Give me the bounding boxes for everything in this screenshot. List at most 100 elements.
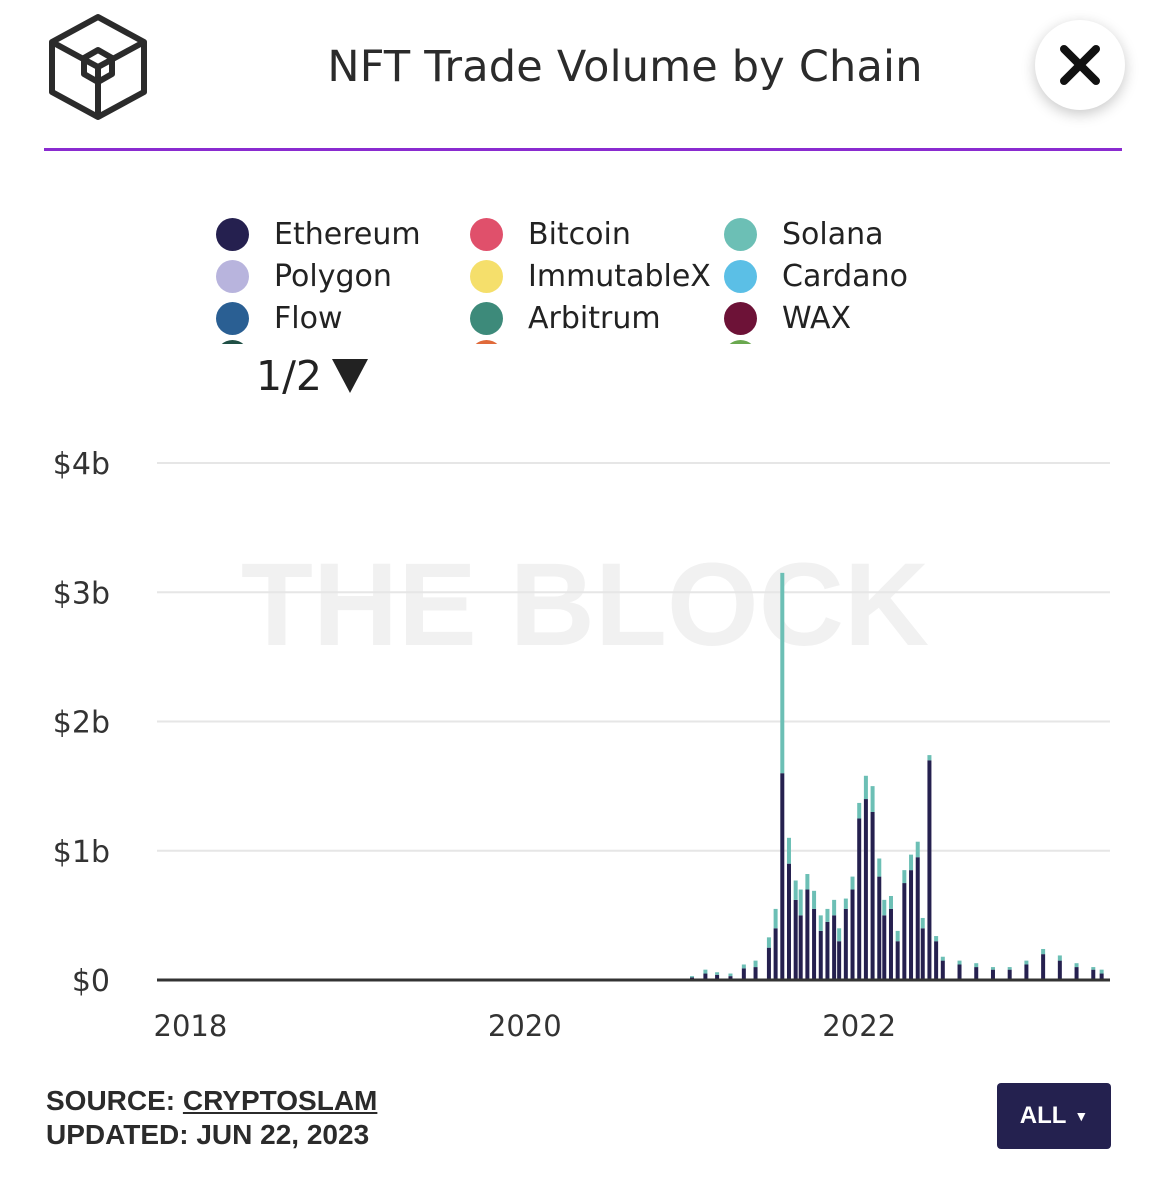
legend-dot-icon bbox=[724, 259, 757, 293]
bar-ethereum bbox=[882, 915, 887, 980]
triangle-down-icon bbox=[331, 359, 368, 393]
bar-ethereum bbox=[715, 974, 720, 980]
bar-ethereum bbox=[837, 941, 842, 980]
bar-others bbox=[843, 898, 848, 909]
bar-others bbox=[786, 837, 791, 864]
x-tick-label: 2022 bbox=[822, 1009, 896, 1043]
bar-ethereum bbox=[990, 969, 995, 980]
bar-others bbox=[1091, 967, 1096, 970]
legend-item-cardano[interactable]: Cardano bbox=[724, 256, 908, 296]
x-tick-label: 2018 bbox=[154, 1009, 228, 1043]
bar-others bbox=[825, 908, 830, 922]
bar-ethereum bbox=[857, 818, 862, 980]
y-tick-label: $0 bbox=[72, 964, 110, 999]
bar-ethereum bbox=[1091, 969, 1096, 980]
volume-chart: THE BLOCK $4b $3b $2b $1b $0 2018 2020 2022 bbox=[53, 447, 1110, 1043]
legend-item-ethereum[interactable]: Ethereum bbox=[216, 214, 421, 254]
legend-page-indicator: 1/2 bbox=[256, 352, 322, 400]
bar-others bbox=[753, 960, 758, 968]
header-divider bbox=[44, 148, 1122, 151]
bar-others bbox=[1074, 963, 1079, 968]
legend-dot-icon bbox=[470, 217, 503, 251]
close-icon bbox=[1060, 45, 1100, 85]
legend-label: Polygon bbox=[274, 258, 392, 294]
legend-label: Bitcoin bbox=[528, 216, 631, 252]
bar-ethereum bbox=[805, 889, 810, 980]
bar-others bbox=[1057, 955, 1062, 961]
bar-others bbox=[690, 976, 695, 978]
legend-item-flow[interactable]: Flow bbox=[216, 298, 342, 338]
y-tick-label: $2b bbox=[53, 706, 110, 741]
bar-ethereum bbox=[1024, 964, 1029, 980]
bar-ethereum bbox=[850, 889, 855, 980]
source-link[interactable]: CRYPTOSLAM bbox=[182, 1085, 378, 1116]
bar-ethereum bbox=[870, 811, 875, 980]
bar-ethereum bbox=[1074, 967, 1079, 980]
bar-ethereum bbox=[786, 863, 791, 980]
y-tick-label: $4b bbox=[53, 447, 110, 482]
bar-others bbox=[990, 967, 995, 970]
bar-others bbox=[850, 876, 855, 890]
bar-others bbox=[857, 802, 862, 819]
bar-ethereum bbox=[902, 883, 907, 980]
bar-others bbox=[1041, 948, 1046, 955]
bar-others bbox=[1099, 969, 1104, 974]
bar-others bbox=[974, 963, 979, 968]
legend-partial-dot-icon bbox=[724, 340, 757, 344]
range-label: ALL bbox=[1019, 1102, 1067, 1129]
bar-ethereum bbox=[773, 928, 778, 980]
bar-ethereum bbox=[741, 968, 746, 980]
bar-others bbox=[1024, 960, 1029, 965]
bar-others bbox=[895, 930, 900, 942]
bar-others bbox=[934, 936, 939, 942]
y-tick-label: $1b bbox=[53, 835, 110, 870]
legend-dot-icon bbox=[216, 301, 249, 335]
legend-label: Arbitrum bbox=[528, 300, 661, 336]
bar-ethereum bbox=[888, 908, 893, 980]
bar-others bbox=[870, 786, 875, 812]
bar-others bbox=[818, 915, 823, 931]
bar-others bbox=[902, 870, 907, 884]
legend-partial-dot-icon bbox=[216, 340, 249, 344]
bar-ethereum bbox=[728, 976, 733, 980]
bar-ethereum bbox=[832, 915, 837, 980]
legend-item-polygon[interactable]: Polygon bbox=[216, 256, 392, 296]
bar-others bbox=[780, 572, 785, 774]
legend-pager[interactable]: 1/2 bbox=[256, 352, 368, 400]
legend-label: Ethereum bbox=[274, 216, 421, 252]
bar-ethereum bbox=[915, 857, 920, 980]
legend-item-arbitrum[interactable]: Arbitrum bbox=[470, 298, 661, 338]
bar-others bbox=[766, 937, 771, 948]
bar-ethereum bbox=[974, 967, 979, 980]
legend-dot-icon bbox=[470, 301, 503, 335]
legend-item-wax[interactable]: WAX bbox=[724, 298, 851, 338]
bar-ethereum bbox=[812, 908, 817, 980]
bar-others bbox=[805, 874, 810, 890]
bar-others bbox=[773, 908, 778, 929]
bar-ethereum bbox=[703, 973, 708, 980]
bar-ethereum bbox=[909, 870, 914, 980]
bar-ethereum bbox=[940, 960, 945, 980]
bar-others bbox=[1007, 967, 1012, 970]
legend-item-immutablex[interactable]: ImmutableX bbox=[470, 256, 711, 296]
bar-ethereum bbox=[920, 928, 925, 980]
legend-label: Cardano bbox=[782, 258, 908, 294]
legend-label: Flow bbox=[274, 300, 343, 336]
caret-down-icon: ▼ bbox=[1074, 1108, 1089, 1124]
bar-ethereum bbox=[825, 921, 830, 980]
bar-others bbox=[793, 880, 798, 900]
legend-dot-icon bbox=[470, 259, 503, 293]
bar-others bbox=[728, 973, 733, 977]
bar-ethereum bbox=[766, 947, 771, 980]
close-button[interactable] bbox=[1035, 20, 1125, 110]
bar-ethereum bbox=[934, 941, 939, 980]
legend-item-bitcoin[interactable]: Bitcoin bbox=[470, 214, 631, 254]
range-select-button[interactable]: ALL ▼ bbox=[997, 1083, 1111, 1149]
updated-line: UPDATED: JUN 22, 2023 bbox=[46, 1119, 370, 1150]
chart-title: NFT Trade Volume by Chain bbox=[327, 42, 923, 92]
bar-others bbox=[920, 917, 925, 929]
bar-others bbox=[957, 960, 962, 965]
bar-others bbox=[888, 895, 893, 909]
legend-dot-icon bbox=[724, 301, 757, 335]
legend-item-solana[interactable]: Solana bbox=[724, 214, 884, 254]
